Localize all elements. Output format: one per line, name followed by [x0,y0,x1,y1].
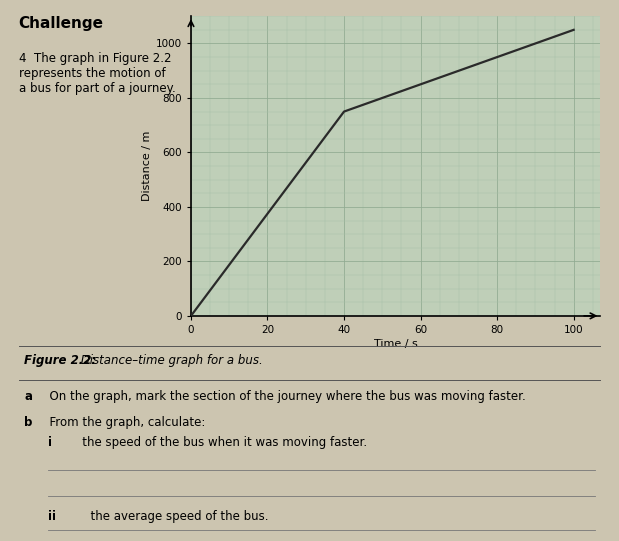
Text: Figure 2.2:: Figure 2.2: [24,354,97,367]
Text: ii: ii [48,510,56,523]
Text: b: b [24,415,33,428]
Y-axis label: Distance / m: Distance / m [142,131,152,201]
Text: the speed of the bus when it was moving faster.: the speed of the bus when it was moving … [71,436,367,448]
Text: the average speed of the bus.: the average speed of the bus. [82,510,268,523]
X-axis label: Time / s: Time / s [374,339,418,349]
Text: 4  The graph in Figure 2.2
represents the motion of
a bus for part of a journey.: 4 The graph in Figure 2.2 represents the… [19,52,175,95]
Text: Distance–time graph for a bus.: Distance–time graph for a bus. [77,354,262,367]
Text: a: a [24,390,32,403]
Text: i: i [48,436,51,448]
Text: On the graph, mark the section of the journey where the bus was moving faster.: On the graph, mark the section of the jo… [42,390,526,403]
Text: From the graph, calculate:: From the graph, calculate: [42,415,206,428]
Text: Challenge: Challenge [19,16,103,31]
